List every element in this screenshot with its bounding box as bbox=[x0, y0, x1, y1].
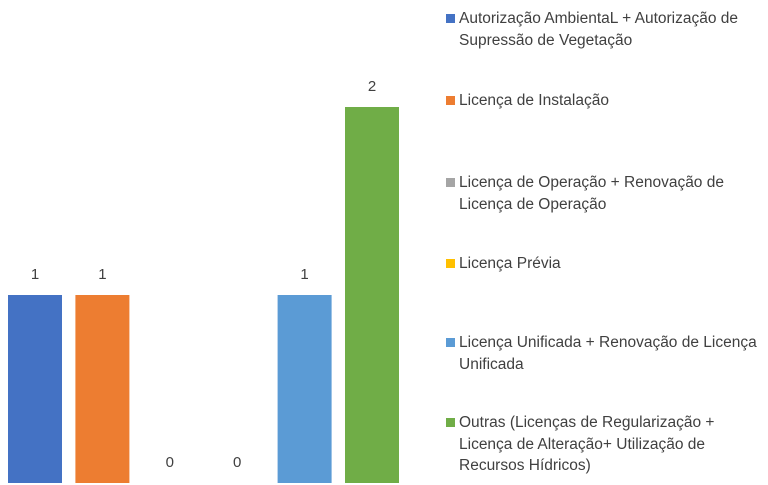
legend-item: Licença Unificada + Renovação de Licença… bbox=[446, 332, 764, 375]
legend-label: Outras (Licenças de Regularização + Lice… bbox=[459, 414, 715, 474]
bar bbox=[8, 295, 62, 483]
legend-swatch bbox=[446, 178, 455, 187]
legend-swatch bbox=[446, 418, 455, 427]
legend-label: Licença de Operação + Renovação de Licen… bbox=[459, 174, 724, 213]
legend-item: Licença de Operação + Renovação de Licen… bbox=[446, 172, 764, 215]
legend-label: Licença de Instalação bbox=[459, 92, 609, 109]
bar bbox=[345, 107, 399, 483]
legend-item: Autorização AmbientaL + Autorização de S… bbox=[446, 8, 764, 51]
legend-label: Licença Unificada + Renovação de Licença… bbox=[459, 334, 757, 373]
legend-item: Licença Prévia bbox=[446, 253, 764, 275]
legend-swatch bbox=[446, 14, 455, 23]
legend-swatch bbox=[446, 338, 455, 347]
legend-item: Licença de Instalação bbox=[446, 90, 764, 112]
data-label: 1 bbox=[31, 266, 39, 283]
legend-label: Licença Prévia bbox=[459, 255, 561, 272]
legend-swatch bbox=[446, 259, 455, 268]
bar bbox=[75, 295, 130, 483]
data-label: 2 bbox=[368, 78, 376, 95]
data-label: 1 bbox=[98, 266, 106, 283]
data-label: 0 bbox=[166, 454, 174, 471]
data-label: 0 bbox=[233, 454, 241, 471]
legend-label: Autorização AmbientaL + Autorização de S… bbox=[459, 10, 739, 49]
bar bbox=[277, 295, 332, 483]
data-label: 1 bbox=[300, 266, 308, 283]
legend-swatch bbox=[446, 96, 455, 105]
legend-item: Outras (Licenças de Regularização + Lice… bbox=[446, 412, 764, 477]
chart: 1 1 0 0 1 2 bbox=[8, 78, 399, 483]
